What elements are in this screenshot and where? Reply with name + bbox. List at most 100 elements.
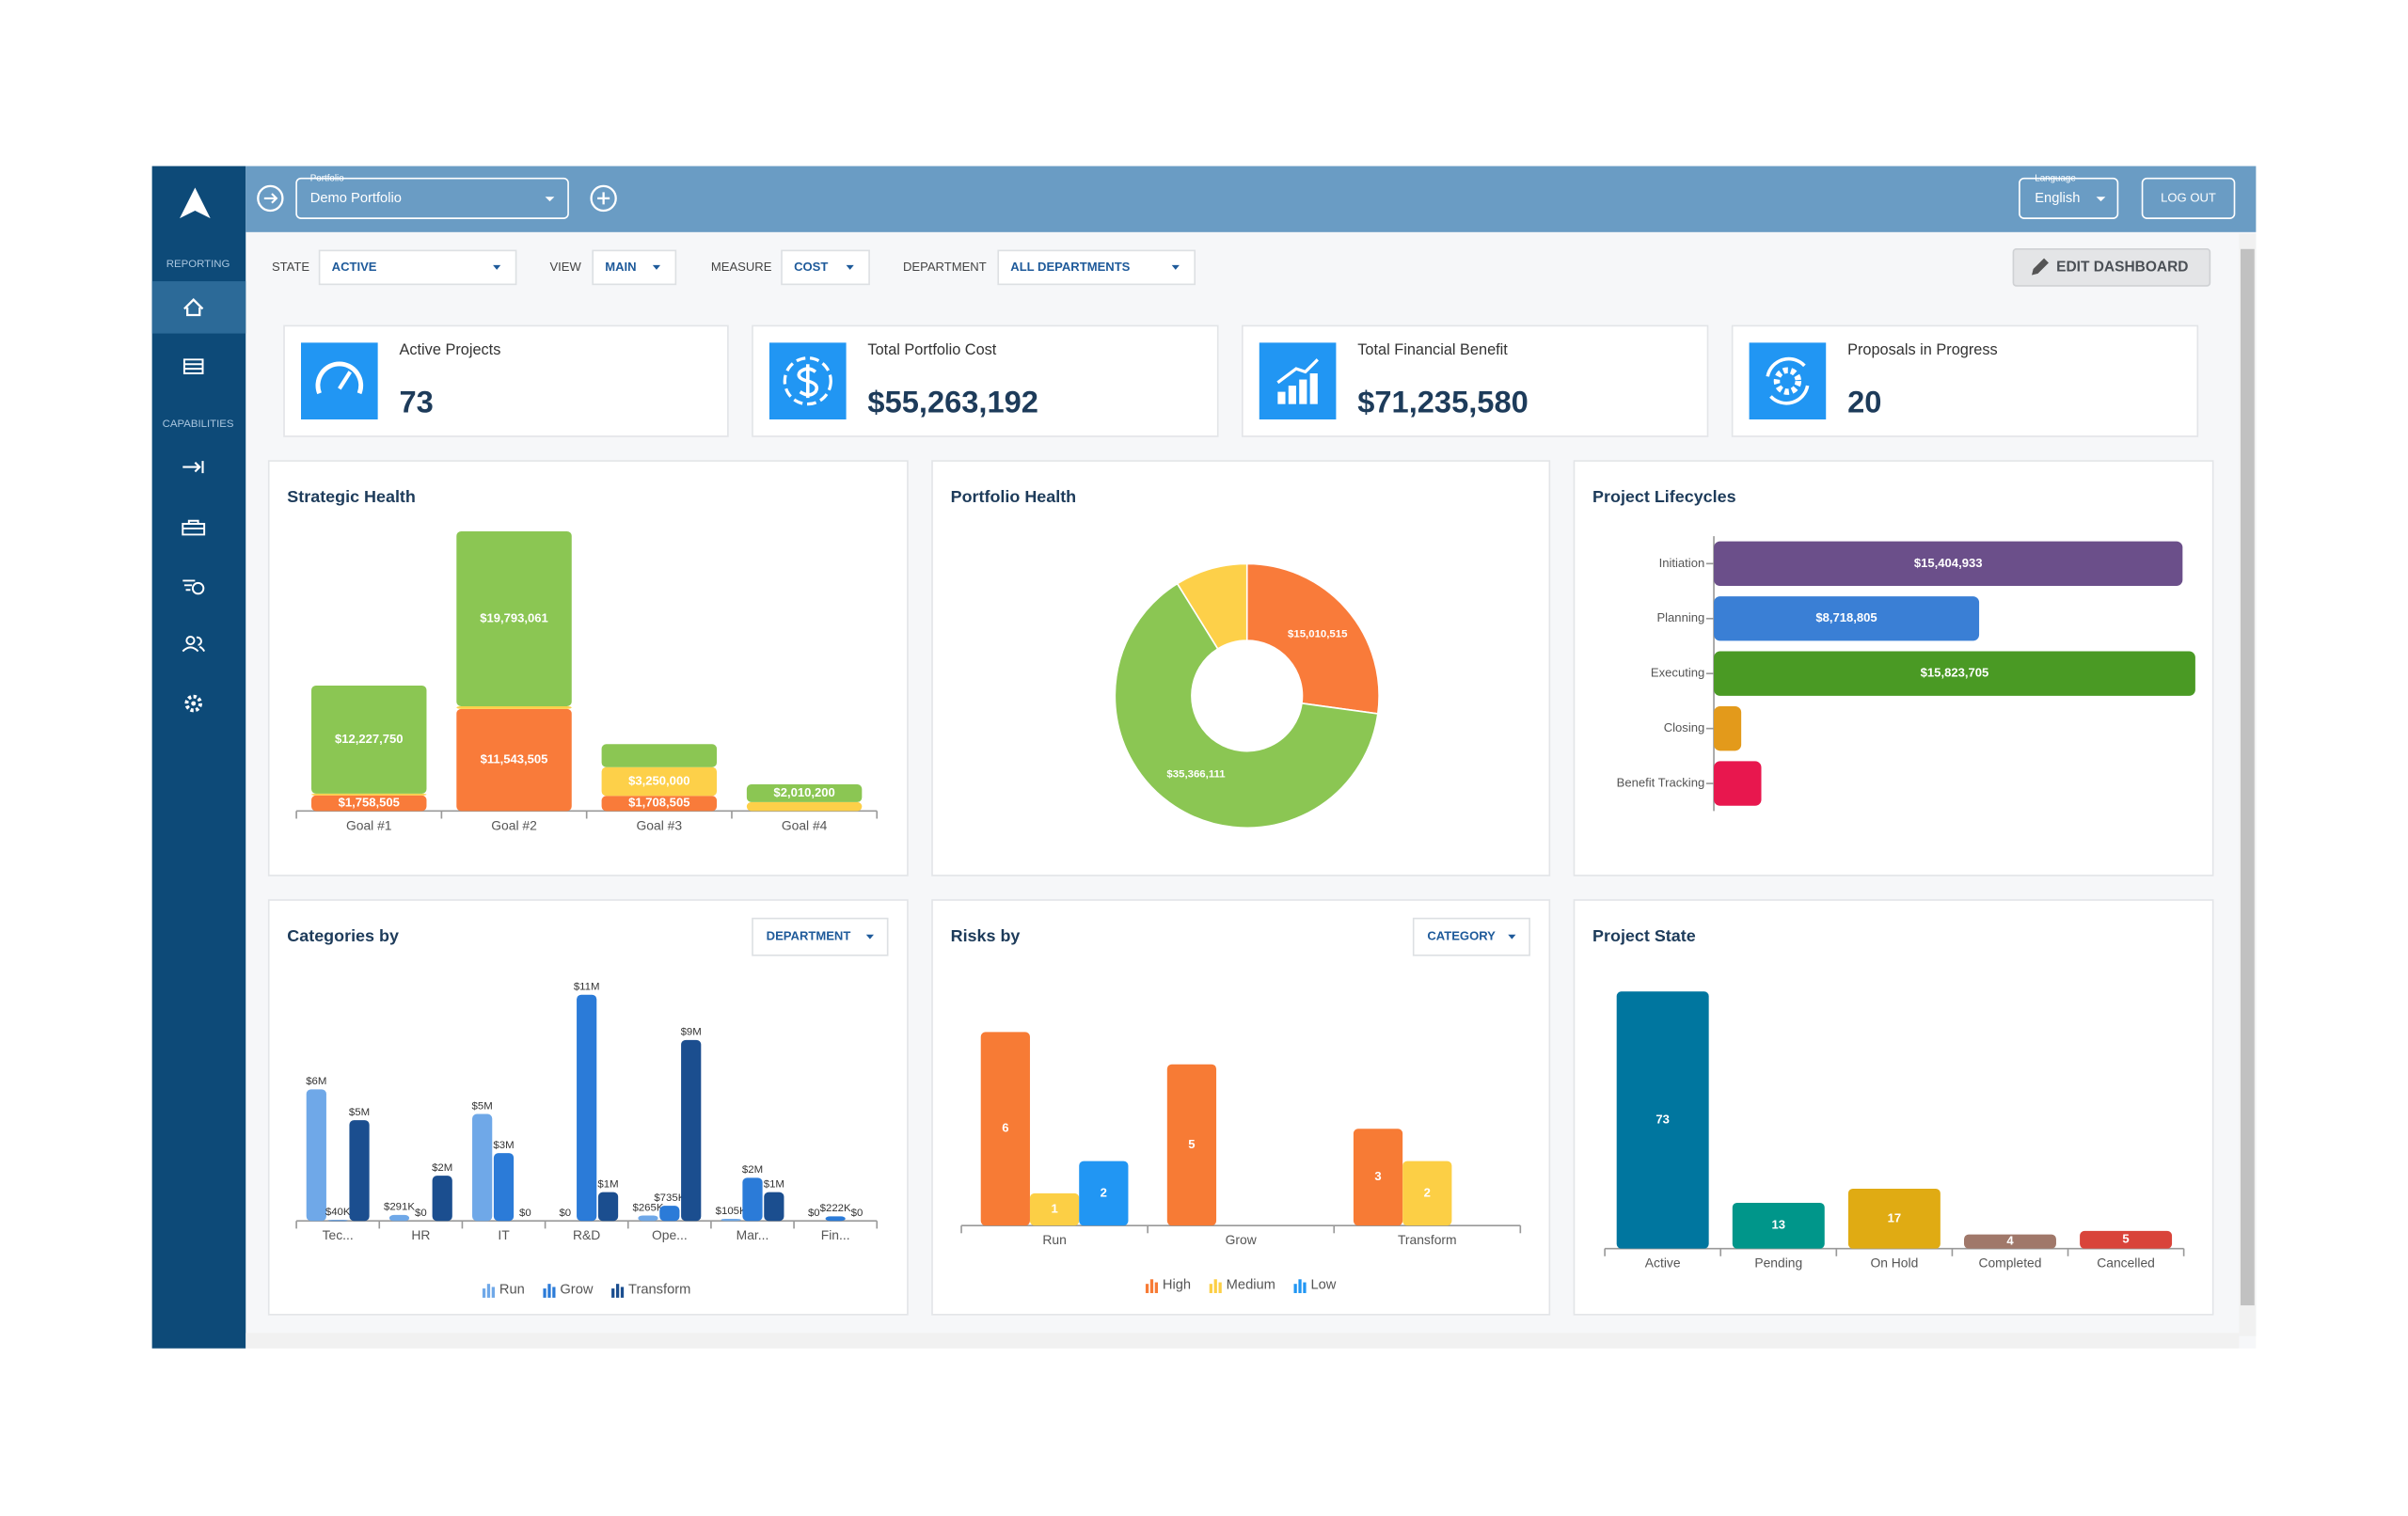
nav-speed-icon[interactable]	[182, 579, 196, 592]
kpi-icon-shape	[797, 364, 819, 399]
kpi-icon-shape	[1766, 356, 1810, 405]
legend-swatch	[543, 1288, 547, 1298]
data-label: $0	[415, 1208, 427, 1219]
data-label: $3,250,000	[628, 773, 689, 787]
data-label: 5	[1188, 1137, 1195, 1151]
x-tick-label: Pending	[1754, 1255, 1802, 1271]
add-portfolio-button[interactable]	[590, 184, 617, 213]
filter-label: STATE	[272, 260, 309, 274]
data-label: $0	[851, 1208, 863, 1219]
language-select[interactable]	[2019, 177, 2119, 219]
x-tick-label: Mar...	[737, 1227, 769, 1242]
data-label: $6M	[306, 1076, 326, 1087]
logo[interactable]	[180, 187, 211, 219]
nav-users-icon[interactable]	[185, 636, 196, 646]
edit-dashboard-button[interactable]	[2012, 247, 2211, 287]
logout-button[interactable]	[2141, 177, 2236, 219]
legend-label[interactable]: Grow	[560, 1283, 593, 1298]
bar	[746, 784, 863, 802]
data-label: $9M	[681, 1027, 702, 1038]
portfolio-value: Demo Portfolio	[310, 191, 402, 206]
data-label: $5M	[349, 1107, 370, 1118]
data-label: 73	[1656, 1112, 1670, 1126]
legend-label[interactable]: Low	[1310, 1278, 1336, 1293]
kpi-value: $71,235,580	[1357, 384, 1529, 418]
nav-import-icon[interactable]	[182, 461, 204, 474]
chart-control[interactable]	[752, 917, 889, 956]
bar	[601, 796, 718, 812]
nav-back-button[interactable]	[257, 184, 284, 213]
x-tick-label: Tec...	[323, 1227, 354, 1242]
nav-users-icon-body[interactable]	[182, 636, 206, 653]
bar	[1714, 705, 1742, 751]
chart-title: Categories by	[287, 926, 399, 945]
bar	[1714, 541, 2183, 586]
legend-swatch	[1303, 1282, 1307, 1293]
data-label: 2	[1101, 1185, 1107, 1199]
pencil-icon	[2032, 258, 2049, 276]
x-tick-label: Grow	[1226, 1232, 1258, 1247]
legend-swatch	[1218, 1282, 1222, 1293]
filter-select[interactable]	[318, 249, 517, 286]
chart-title: Risks by	[951, 926, 1021, 945]
legend-label[interactable]: High	[1163, 1278, 1191, 1293]
legend-label[interactable]: Transform	[628, 1283, 690, 1298]
bar	[1402, 1161, 1452, 1226]
bar	[311, 685, 427, 794]
data-label: $0	[559, 1208, 571, 1219]
x-tick-label: Goal #4	[782, 817, 828, 832]
data-label: $2M	[742, 1164, 763, 1176]
bar	[659, 1206, 680, 1222]
x-tick-label: Goal #3	[637, 817, 683, 832]
bar	[597, 1192, 619, 1222]
filter-select[interactable]	[997, 249, 1196, 286]
filter-label: MEASURE	[711, 260, 772, 274]
data-label: $105K	[716, 1206, 747, 1217]
bar	[577, 994, 597, 1222]
legend-swatch	[1293, 1284, 1297, 1293]
nav-settings-icon[interactable]	[184, 694, 203, 713]
bar	[1714, 761, 1762, 806]
data-label: $1M	[597, 1178, 618, 1190]
sidebar	[151, 166, 246, 1349]
data-label: 1	[1051, 1201, 1057, 1215]
data-label: $8,718,805	[1815, 610, 1877, 624]
nav-briefcase-icon[interactable]	[182, 519, 206, 536]
add-icon	[597, 192, 610, 205]
nav-home-icon[interactable]	[183, 298, 204, 317]
nav-settings-icon-center[interactable]	[191, 701, 197, 706]
filter-select[interactable]	[592, 249, 677, 286]
chart-title: Strategic Health	[287, 487, 416, 506]
kpi-label: Total Portfolio Cost	[867, 341, 996, 358]
data-label: $2M	[432, 1162, 452, 1174]
nav-speed-icon-dial[interactable]	[191, 581, 205, 595]
data-label: $265K	[632, 1202, 663, 1213]
kpi-value: 73	[399, 384, 433, 418]
kpi-icon-shape	[1299, 379, 1307, 404]
legend-swatch	[1209, 1284, 1212, 1293]
portfolio-select[interactable]	[295, 177, 569, 219]
kpi-icon-shape	[783, 356, 832, 406]
scrollbar-thumb[interactable]	[2241, 248, 2255, 1306]
x-tick-label: Active	[1645, 1255, 1681, 1271]
data-label: $222K	[820, 1203, 851, 1214]
portfolio-label: Portfolio	[310, 173, 344, 183]
bar	[2080, 1230, 2173, 1249]
bar	[472, 1113, 493, 1222]
caret	[1508, 934, 1516, 940]
data-label: $15,404,933	[1914, 556, 1983, 570]
caret	[652, 264, 661, 270]
bar	[456, 705, 572, 709]
bar	[721, 1218, 741, 1222]
filter-select[interactable]	[781, 249, 870, 286]
legend-label[interactable]: Medium	[1227, 1278, 1275, 1293]
data-label: $2,010,200	[773, 785, 834, 799]
legend: High Medium Low	[1145, 1278, 1337, 1293]
bar	[742, 1177, 763, 1222]
x-tick-label: HR	[411, 1227, 430, 1242]
legend-swatch	[1154, 1282, 1159, 1293]
legend-label[interactable]: Run	[499, 1283, 525, 1298]
language-value: English	[2035, 191, 2080, 206]
nav-list-icon[interactable]	[182, 358, 204, 374]
